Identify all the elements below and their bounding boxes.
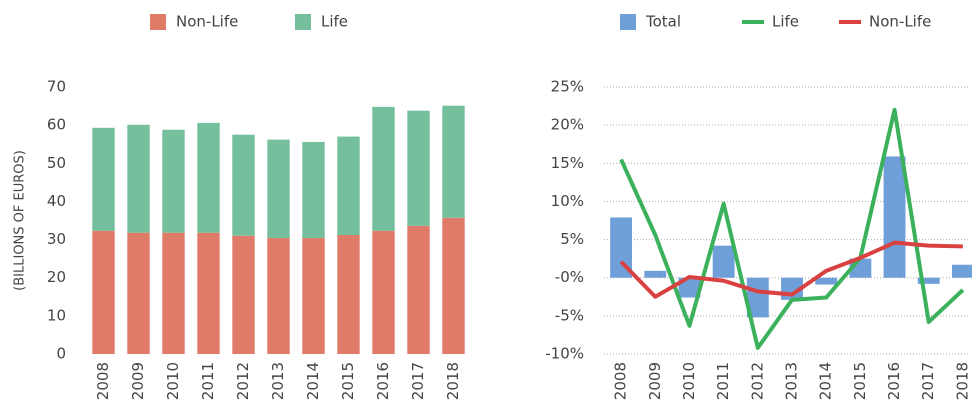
bar (337, 136, 360, 235)
line (619, 107, 965, 350)
y-tick-label: 40 (47, 192, 66, 210)
x-tick-label: 2010 (680, 362, 698, 400)
bar (92, 127, 115, 231)
legend-swatch (150, 14, 166, 30)
x-tick-label: 2015 (339, 362, 357, 400)
x-tick-label: 2015 (851, 362, 869, 400)
bar (302, 238, 325, 354)
y-tick-label: 50 (47, 154, 66, 172)
x-tick-label: 2008 (612, 362, 630, 400)
x-tick-label: 2014 (817, 362, 835, 400)
bar (232, 235, 255, 354)
bar (951, 264, 972, 278)
legend-label: Life (321, 13, 348, 31)
x-tick-label: 2018 (444, 362, 462, 400)
bar (267, 238, 290, 354)
bar (302, 141, 325, 239)
y-tick-label: 20% (551, 116, 584, 134)
y-tick-label: 10% (551, 192, 584, 210)
x-tick-label: 2013 (269, 362, 287, 400)
x-tick-label: 2018 (953, 362, 971, 400)
y-tick-label: 60 (47, 116, 66, 134)
x-tick-label: 2011 (199, 362, 217, 400)
bar (127, 232, 150, 354)
bar (442, 217, 465, 354)
bar (746, 277, 769, 318)
bar (162, 232, 185, 354)
bar (92, 230, 115, 354)
legend-label: Total (645, 13, 681, 31)
bar (678, 277, 701, 298)
bar (197, 232, 220, 354)
bar (267, 139, 290, 239)
bar (917, 277, 940, 284)
bar (610, 217, 633, 278)
y-tick-label: 10 (47, 306, 66, 324)
bar (712, 245, 735, 278)
bar (372, 106, 395, 231)
y-tick-label: 25% (551, 78, 584, 96)
bar (407, 225, 430, 354)
x-tick-label: 2009 (646, 362, 664, 400)
bar (372, 230, 395, 354)
bar (644, 270, 667, 278)
bar (883, 156, 906, 278)
x-tick-label: 2016 (885, 362, 903, 400)
x-tick-label: 2013 (783, 362, 801, 400)
legend-label: Non-Life (869, 13, 931, 31)
x-tick-label: 2017 (409, 362, 427, 400)
x-tick-label: 2008 (94, 362, 112, 400)
legend-label: Life (772, 13, 799, 31)
y-tick-label: -5% (555, 306, 584, 324)
y-tick-label: 15% (551, 154, 584, 172)
y-tick-label: 20 (47, 268, 66, 286)
bar (162, 129, 185, 233)
y-tick-label: 5% (560, 230, 584, 248)
bar (815, 277, 838, 285)
x-tick-label: 2016 (374, 362, 392, 400)
x-tick-label: 2012 (234, 362, 252, 400)
x-tick-label: 2009 (129, 362, 147, 400)
line (619, 240, 963, 299)
legend-swatch (295, 14, 311, 30)
y-axis-label: (BILLIONS OF EUROS) (13, 150, 28, 291)
x-tick-label: 2010 (164, 362, 182, 400)
bar (127, 124, 150, 233)
bar (337, 234, 360, 354)
bar (442, 105, 465, 218)
x-tick-label: 2011 (714, 362, 732, 400)
y-tick-label: -10% (545, 345, 584, 363)
x-tick-label: 2014 (304, 362, 322, 400)
y-tick-label: 30 (47, 230, 66, 248)
bar (197, 122, 220, 233)
x-tick-label: 2017 (919, 362, 937, 400)
bar (407, 110, 430, 226)
bar (232, 134, 255, 236)
legend-label: Non-Life (176, 13, 238, 31)
y-tick-label: 0 (56, 345, 66, 363)
x-tick-label: 2012 (748, 362, 766, 400)
legend-swatch (620, 14, 636, 30)
y-tick-label: -0% (555, 268, 584, 286)
y-tick-label: 70 (47, 78, 66, 96)
